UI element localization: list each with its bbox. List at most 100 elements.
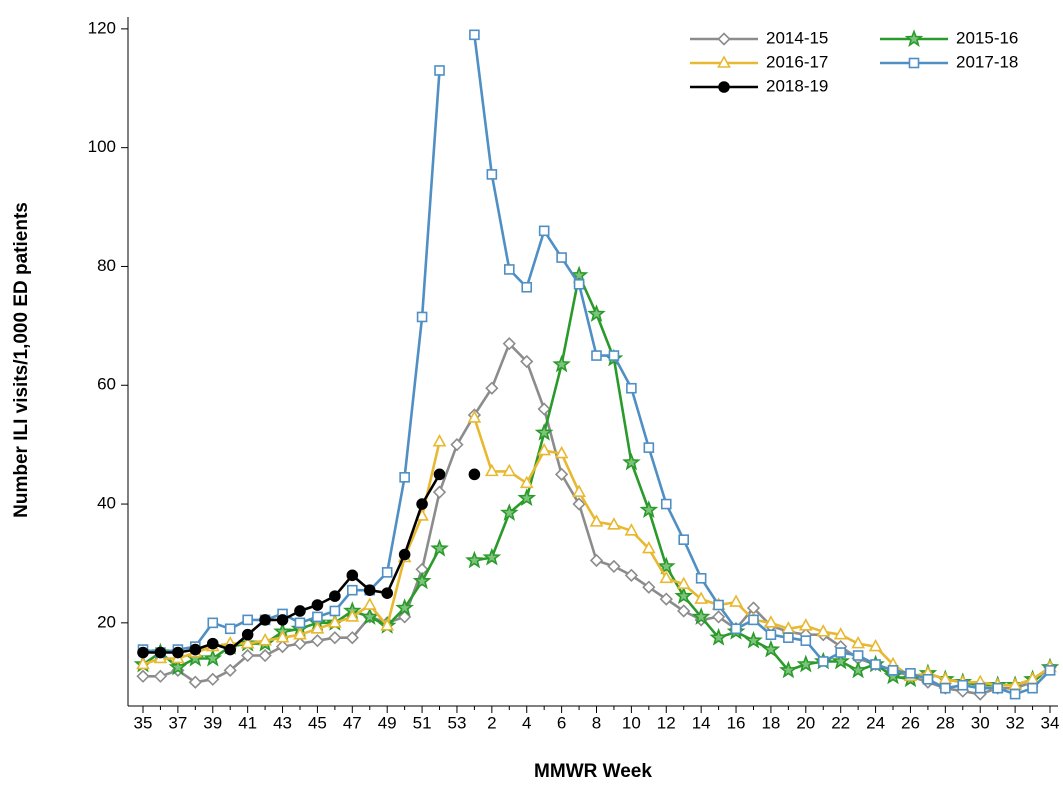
marker [395,598,414,616]
marker [502,337,516,351]
x-tick-label: 32 [1006,713,1025,732]
marker [718,81,730,93]
marker [362,597,377,610]
marker [537,442,552,456]
marker [730,623,742,635]
marker [587,304,606,322]
x-tick-label: 28 [936,713,955,732]
marker [908,57,920,69]
marker [293,637,307,651]
x-tick-label: 51 [413,713,432,732]
marker [293,627,307,640]
marker [748,614,759,626]
marker [783,632,794,643]
y-axis-title: Number ILI visits/1,000 ED patients [11,202,32,518]
marker [656,556,676,575]
marker [432,434,447,447]
marker [380,618,395,631]
marker [346,569,359,582]
marker [848,660,868,679]
marker [258,633,272,646]
marker [241,628,254,641]
legend-label: 2015-16 [956,28,1018,47]
marker [835,647,846,658]
marker [188,675,202,689]
marker [329,590,341,602]
marker [241,648,255,663]
marker [519,475,534,489]
x-tick-label: 18 [761,713,780,732]
marker [678,534,690,545]
series-line [473,417,1051,687]
marker [905,668,916,679]
marker [172,646,184,659]
marker [695,572,707,584]
marker [258,648,272,663]
marker [974,682,986,694]
marker [206,637,219,650]
marker [538,225,550,237]
marker [189,643,202,656]
marker [1009,688,1021,700]
marker [433,468,446,481]
marker [521,281,533,293]
x-tick-label: 41 [238,713,257,732]
marker [870,659,881,670]
marker [641,540,656,554]
x-tick-label: 14 [692,713,711,732]
marker [503,264,515,275]
marker [502,463,517,477]
marker [399,472,410,483]
x-tick-label: 47 [343,713,362,732]
series-line [143,473,441,654]
x-tick-label: 49 [378,713,397,732]
marker [294,605,306,617]
marker [275,630,290,643]
marker [643,442,655,453]
x-tick-label: 34 [1041,713,1060,732]
marker [223,663,237,677]
marker [765,629,777,641]
marker [622,452,641,471]
marker [275,639,290,654]
marker [717,55,731,68]
x-tick-label: 12 [657,713,676,732]
marker [136,656,150,670]
y-tick-label: 40 [97,494,116,513]
marker [711,610,726,624]
marker [136,669,150,683]
marker [276,614,289,626]
marker [1027,682,1038,694]
marker [328,631,342,645]
marker [310,634,325,648]
legend-label: 2018-19 [766,76,828,95]
marker [224,643,237,656]
marker [486,169,498,180]
marker [624,568,639,582]
marker [589,514,604,527]
x-tick-label: 39 [203,713,222,732]
marker [796,654,816,673]
marker [800,635,812,646]
marker [206,672,220,686]
marker [572,484,586,497]
x-tick-label: 43 [273,713,292,732]
marker [591,350,602,361]
marker [345,609,360,622]
marker [328,615,342,628]
series-line [142,547,441,669]
marker [642,580,656,594]
marker [674,586,693,605]
x-axis-title: MMWR Week [534,761,652,782]
x-tick-label: 8 [592,713,601,732]
marker [744,630,763,649]
marker [434,65,445,76]
x-tick-label: 53 [448,713,467,732]
marker [329,605,341,617]
marker [430,538,449,557]
marker [659,570,674,584]
marker [831,651,850,670]
x-tick-label: 16 [727,713,746,732]
marker [717,32,731,46]
